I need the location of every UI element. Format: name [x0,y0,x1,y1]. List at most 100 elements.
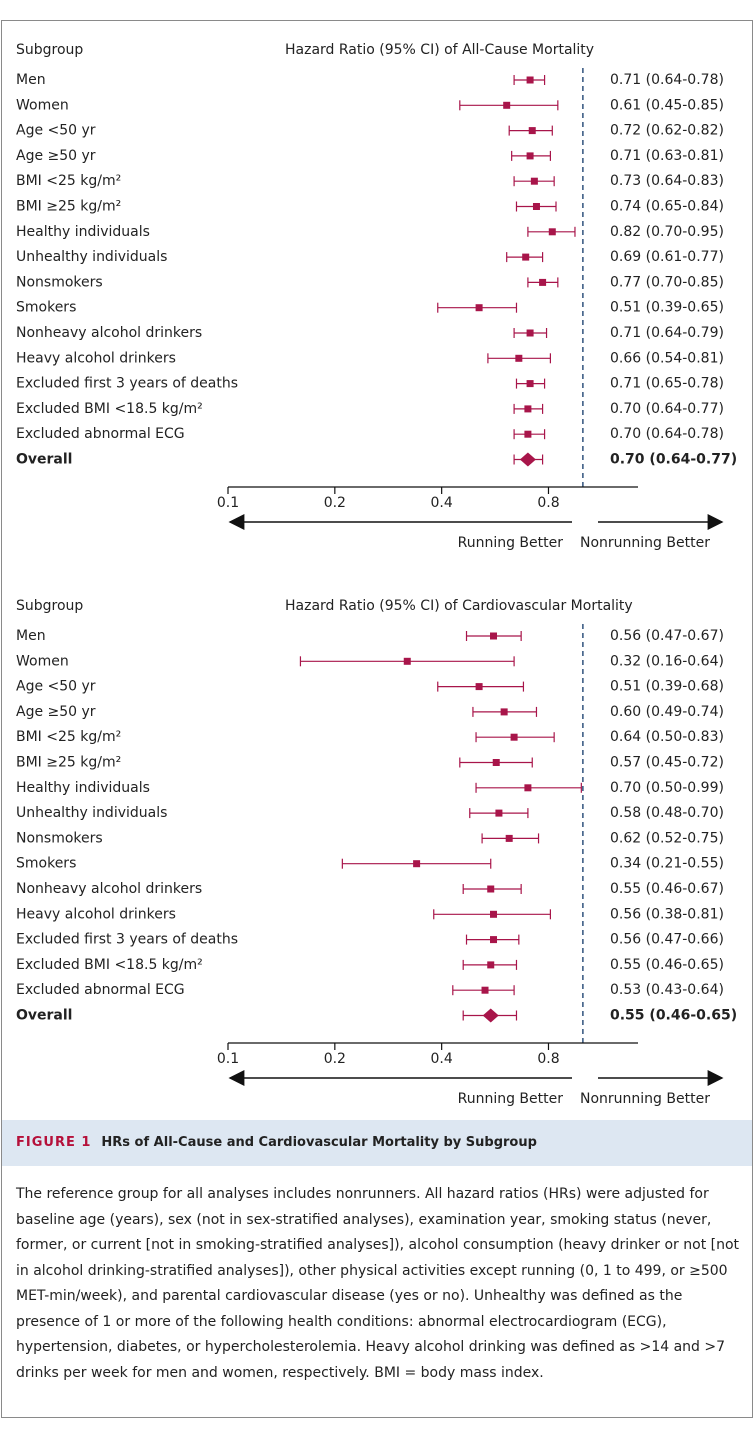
value-label: 0.71 (0.64-0.79) [610,325,724,341]
point-estimate [475,304,483,312]
value-label: 0.34 (0.21-0.55) [610,856,724,872]
subgroup-label: Men [16,628,46,644]
subgroup-label: Heavy alcohol drinkers [16,906,176,922]
x-tick-label: 0.2 [324,1051,346,1067]
overall-diamond [482,1008,499,1023]
value-label: 0.53 (0.43-0.64) [610,982,724,998]
subgroup-label: Women [16,97,69,113]
value-label: 0.32 (0.16-0.64) [610,653,724,669]
caption-band: FIGURE 1 HRs of All-Cause and Cardiovascu… [2,1120,752,1166]
subgroup-label: Excluded abnormal ECG [16,982,185,998]
caption-text: The reference group for all analyses inc… [16,1186,740,1381]
value-label: 0.69 (0.61-0.77) [610,249,724,265]
figure-frame [1,20,753,1418]
value-label: 0.57 (0.45-0.72) [610,755,724,771]
point-estimate [526,380,534,388]
subgroup-label: BMI ≥25 kg/m² [16,199,121,215]
x-tick-label: 0.2 [324,495,346,511]
right-direction-label: Nonrunning Better [580,1091,710,1107]
overall-diamond [519,452,536,467]
overall-label: Overall [16,1008,72,1024]
subgroup-header: Subgroup [16,598,83,614]
right-direction-label: Nonrunning Better [580,535,710,551]
point-estimate [475,683,483,691]
figure-title: HRs of All-Cause and Cardiovascular Mort… [101,1135,537,1150]
subgroup-label: BMI <25 kg/m² [16,729,121,745]
subgroup-label: Nonsmokers [16,274,103,290]
subgroup-label: Nonheavy alcohol drinkers [16,325,202,341]
value-label: 0.71 (0.65-0.78) [610,376,724,392]
x-tick-label: 0.1 [217,1051,239,1067]
subgroup-label: Excluded first 3 years of deaths [16,376,238,392]
point-estimate [490,910,498,918]
point-estimate [503,101,511,109]
subgroup-label: Nonsmokers [16,830,103,846]
x-tick-label: 0.4 [431,495,453,511]
subgroup-label: Excluded first 3 years of deaths [16,932,238,948]
subgroup-label: Unhealthy individuals [16,805,167,821]
subgroup-label: Men [16,72,46,88]
value-label: 0.66 (0.54-0.81) [610,350,724,366]
point-estimate [481,986,489,994]
point-estimate [413,860,421,868]
value-label: 0.71 (0.63-0.81) [610,148,724,164]
subgroup-label: Age <50 yr [16,679,96,695]
value-label: 0.55 (0.46-0.65) [610,957,724,973]
left-direction-label: Running Better [458,535,564,551]
value-label: 0.73 (0.64-0.83) [610,173,724,189]
point-estimate [528,127,536,135]
subgroup-label: Heavy alcohol drinkers [16,350,176,366]
value-label: 0.56 (0.47-0.67) [610,628,724,644]
subgroup-label: BMI <25 kg/m² [16,173,121,189]
point-estimate [524,784,532,792]
point-estimate [530,177,538,185]
figure-label: FIGURE 1 [16,1135,92,1150]
subgroup-header: Subgroup [16,42,83,58]
subgroup-label: Smokers [16,300,76,316]
point-estimate [526,76,534,84]
subgroup-label: Unhealthy individuals [16,249,167,265]
point-estimate [500,708,508,716]
value-label: 0.58 (0.48-0.70) [610,805,724,821]
value-label: 0.60 (0.49-0.74) [610,704,724,720]
point-estimate [490,632,498,640]
point-estimate [403,657,411,665]
value-label: 0.51 (0.39-0.65) [610,300,724,316]
point-estimate [524,430,532,438]
value-label: 0.55 (0.46-0.67) [610,881,724,897]
value-label: 0.82 (0.70-0.95) [610,224,724,240]
value-label: 0.62 (0.52-0.75) [610,830,724,846]
point-estimate [490,936,498,944]
point-estimate [526,329,534,337]
x-tick-label: 0.4 [431,1051,453,1067]
overall-label: Overall [16,452,72,468]
overall-value-label: 0.55 (0.46-0.65) [610,1008,737,1024]
subgroup-label: BMI ≥25 kg/m² [16,755,121,771]
value-label: 0.56 (0.47-0.66) [610,932,724,948]
left-direction-label: Running Better [458,1091,564,1107]
subgroup-label: Women [16,653,69,669]
point-estimate [505,834,513,842]
point-estimate [548,228,556,236]
panel-title: Hazard Ratio (95% CI) of All-Cause Morta… [285,42,594,58]
point-estimate [515,354,523,362]
value-label: 0.70 (0.64-0.78) [610,426,724,442]
point-estimate [492,759,500,766]
value-label: 0.71 (0.64-0.78) [610,72,724,88]
point-estimate [510,733,518,741]
subgroup-label: Excluded abnormal ECG [16,426,185,442]
value-label: 0.77 (0.70-0.85) [610,274,724,290]
subgroup-label: Excluded BMI <18.5 kg/m² [16,401,203,417]
subgroup-label: Excluded BMI <18.5 kg/m² [16,957,203,973]
value-label: 0.72 (0.62-0.82) [610,123,724,139]
panel-title: Hazard Ratio (95% CI) of Cardiovascular … [285,598,633,614]
value-label: 0.74 (0.65-0.84) [610,199,724,215]
value-label: 0.61 (0.45-0.85) [610,97,724,113]
x-tick-label: 0.1 [217,495,239,511]
point-estimate [522,253,530,261]
overall-value-label: 0.70 (0.64-0.77) [610,452,737,468]
value-label: 0.64 (0.50-0.83) [610,729,724,745]
forest-plots: Subgroup Hazard Ratio (95% CI) of All-Cau… [16,42,737,1107]
value-label: 0.70 (0.64-0.77) [610,401,724,417]
